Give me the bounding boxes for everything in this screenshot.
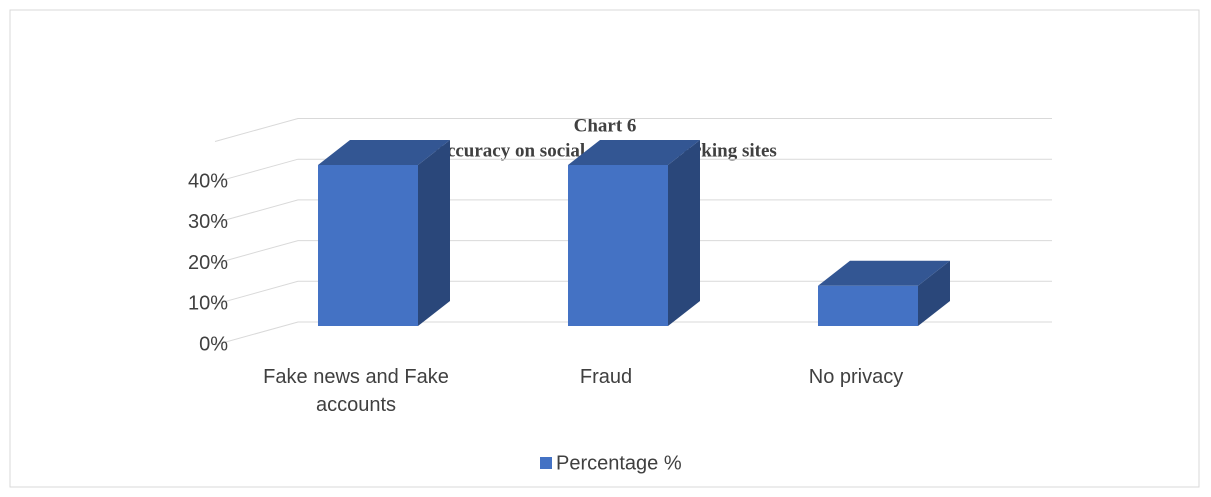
grid-line <box>214 118 1052 142</box>
x-tick-label: Fraud <box>579 366 633 388</box>
bar-side <box>918 260 950 326</box>
grid-line <box>214 321 1052 346</box>
bar <box>318 165 418 326</box>
bar <box>818 285 918 326</box>
grid-line <box>214 158 1052 183</box>
y-tick-label: 40% <box>188 170 228 192</box>
chart-title: Chart 6 <box>574 115 637 136</box>
grid-line <box>214 199 1052 224</box>
bar-top <box>318 140 450 165</box>
y-tick-label: 30% <box>188 211 228 233</box>
y-tick-label: 0% <box>199 333 228 355</box>
bar-top <box>568 140 700 165</box>
grid-line <box>214 240 1052 265</box>
y-tick-label: 20% <box>188 252 228 274</box>
bar-top <box>818 260 950 286</box>
legend-label: Percentage % <box>556 452 682 474</box>
y-tick-label: 10% <box>188 293 228 315</box>
grid-line <box>214 280 1052 305</box>
x-tick-label: Fake news and Fake accounts <box>263 366 449 416</box>
bar <box>568 165 668 326</box>
bar-side <box>668 140 700 326</box>
legend-swatch <box>540 457 552 469</box>
bar-side <box>418 140 450 326</box>
x-tick-label: No privacy <box>808 366 904 388</box>
